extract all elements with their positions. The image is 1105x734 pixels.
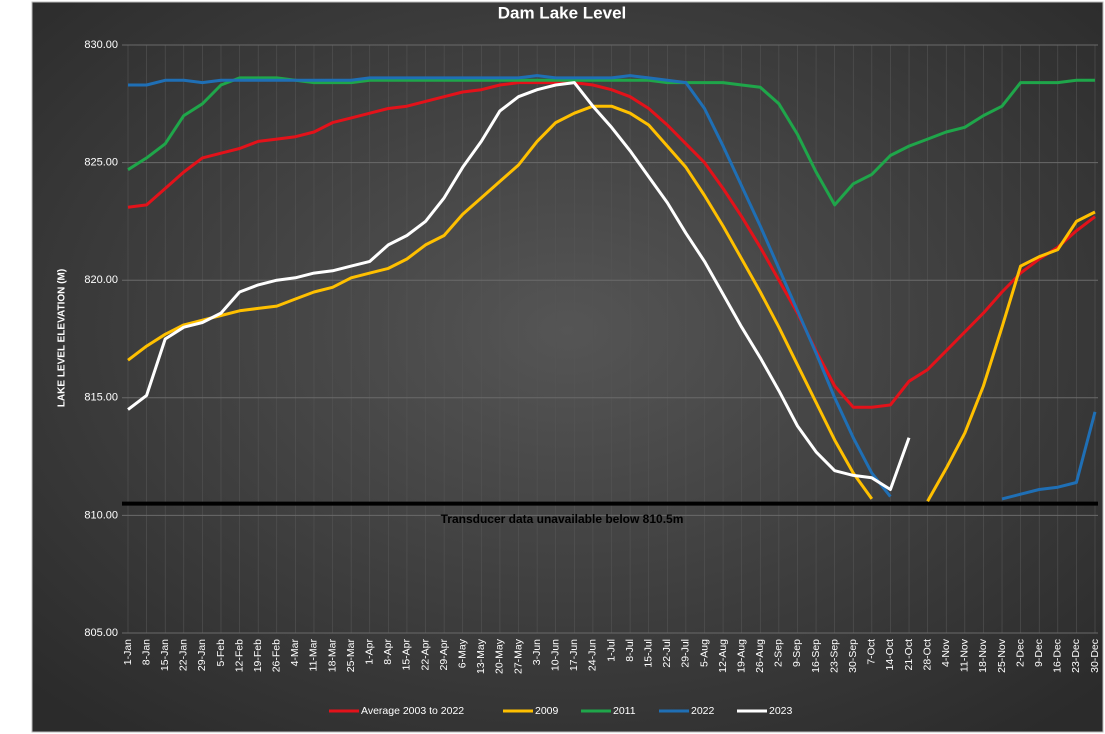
x-tick-label: 2-Sep <box>773 639 785 667</box>
y-tick-label: 830.00 <box>84 39 118 51</box>
series-line <box>127 104 1096 503</box>
x-tick-label: 8-Apr <box>382 639 394 665</box>
series-line <box>127 81 1096 409</box>
x-tick-label: 30-Dec <box>1089 639 1101 673</box>
x-tick-label: 4-Nov <box>940 638 952 667</box>
threshold-label: Transducer data unavailable below 810.5m <box>441 512 684 526</box>
x-tick-label: 23-Dec <box>1070 639 1082 673</box>
x-tick-label: 1-Jul <box>605 639 617 662</box>
legend-label: 2011 <box>613 705 636 717</box>
x-tick-label: 8-Jan <box>140 639 152 665</box>
y-tick-label: 815.00 <box>84 392 118 404</box>
x-tick-label: 17-Jun <box>568 639 580 671</box>
x-tick-label: 7-Oct <box>866 639 878 665</box>
x-tick-label: 5-Feb <box>215 639 227 667</box>
x-tick-label: 26-Feb <box>271 639 283 672</box>
x-tick-label: 8-Jul <box>624 639 636 662</box>
series-line <box>128 74 1097 501</box>
x-tick-label: 30-Sep <box>847 639 859 673</box>
x-tick-label: 18-Mar <box>326 639 338 673</box>
x-tick-label: 25-Mar <box>345 639 357 673</box>
x-tick-label: 15-Jan <box>159 639 171 671</box>
legend-label: 2022 <box>691 705 715 717</box>
x-tick-label: 13-May <box>475 638 487 674</box>
y-tick-label: 820.00 <box>84 274 118 286</box>
x-tick-label: 22-Jul <box>661 639 673 668</box>
x-tick-label: 29-Apr <box>438 638 450 670</box>
x-tick-label: 22-Apr <box>419 638 431 670</box>
legend-label: Average 2003 to 2022 <box>361 705 464 717</box>
x-tick-label: 15-Jul <box>642 639 654 668</box>
x-tick-label: 25-Nov <box>996 638 1008 673</box>
x-tick-label: 16-Dec <box>1052 639 1064 673</box>
x-tick-label: 15-Apr <box>401 638 413 670</box>
x-tick-label: 1-Jan <box>122 639 134 665</box>
x-tick-label: 27-May <box>512 638 524 674</box>
x-tick-label: 5-Aug <box>698 639 710 667</box>
x-tick-label: 29-Jan <box>196 639 208 671</box>
x-tick-label: 3-Jun <box>531 639 543 665</box>
y-tick-label: 810.00 <box>84 509 118 521</box>
legend-label: 2023 <box>769 705 793 717</box>
x-tick-label: 14-Oct <box>884 639 896 671</box>
legend-label: 2009 <box>535 705 559 717</box>
x-tick-label: 24-Jun <box>587 639 599 671</box>
x-tick-label: 18-Nov <box>977 638 989 673</box>
x-tick-label: 12-Aug <box>717 639 729 673</box>
y-tick-label: 825.00 <box>84 157 118 169</box>
x-tick-label: 16-Sep <box>810 639 822 673</box>
x-tick-label: 19-Aug <box>735 639 747 673</box>
x-tick-label: 9-Dec <box>1033 639 1045 667</box>
x-tick-label: 12-Feb <box>233 639 245 672</box>
x-tick-label: 19-Feb <box>252 639 264 672</box>
x-tick-label: 4-Mar <box>289 638 301 666</box>
x-tick-label: 11-Mar <box>308 639 320 672</box>
series-line <box>127 81 911 491</box>
x-tick-label: 11-Nov <box>959 638 971 672</box>
x-tick-label: 22-Jan <box>178 639 190 671</box>
x-tick-label: 10-Jun <box>549 639 561 671</box>
x-tick-label: 23-Sep <box>828 639 840 673</box>
y-tick-label: 805.00 <box>84 627 118 639</box>
x-tick-label: 29-Jul <box>680 639 692 668</box>
chart-title: Dam Lake Level <box>498 3 627 22</box>
x-tick-label: 1-Apr <box>364 639 376 665</box>
x-tick-label: 28-Oct <box>921 639 933 671</box>
x-tick-label: 21-Oct <box>903 639 915 671</box>
x-tick-label: 20-May <box>494 638 506 674</box>
y-axis-label: LAKE LEVEL ELEVATION (M) <box>57 269 68 407</box>
x-tick-label: 26-Aug <box>754 639 766 673</box>
x-tick-label: 6-May <box>457 638 469 668</box>
x-tick-label: 9-Sep <box>791 639 803 667</box>
x-tick-label: 2-Dec <box>1014 639 1026 667</box>
chart-area <box>31 1 1104 733</box>
